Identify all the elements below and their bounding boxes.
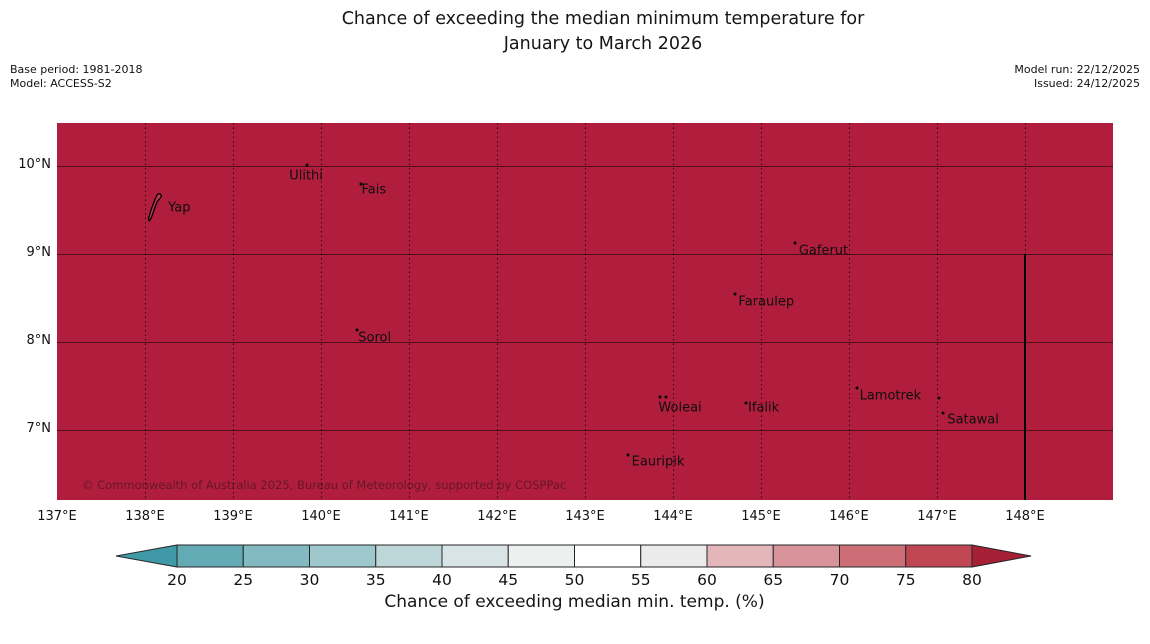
title-line-2: January to March 2026 (503, 34, 703, 54)
x-tick-label: 143°E (565, 509, 605, 524)
meridian-gridline (585, 123, 586, 500)
colorbar-tick-label: 25 (233, 571, 254, 589)
yap-island-outline (147, 192, 162, 221)
meridian-gridline (937, 123, 938, 500)
colorbar-segment (772, 544, 840, 568)
colorbar-tick-label: 60 (697, 571, 717, 589)
colorbar-tick-label: 40 (432, 571, 452, 589)
colorbar-segment (574, 544, 642, 568)
colorbar-tick-label: 30 (299, 571, 320, 589)
x-tick-label: 141°E (389, 509, 429, 524)
place-label-sorol: Sorol (358, 330, 392, 346)
x-tick-label: 145°E (741, 509, 781, 524)
title-line-1: Chance of exceeding the median minimum t… (341, 9, 865, 29)
island-marker-dot (658, 395, 662, 399)
island-marker-dot (793, 241, 797, 245)
annotation-top-left: Base period: 1981-2018 Model: ACCESS-S2 (10, 63, 142, 90)
colorbar-under-arrow (115, 544, 178, 568)
colorbar-segment (242, 544, 310, 568)
issued-text: Issued: 24/12/2025 (1033, 76, 1140, 90)
place-label-yap: Yap (168, 200, 191, 216)
colorbar-segment (507, 544, 575, 568)
island-marker-dot (626, 453, 630, 457)
colorbar-tick-label: 55 (630, 571, 651, 589)
x-tick-label: 142°E (477, 509, 517, 524)
copyright-text: © Commonwealth of Australia 2025, Bureau… (82, 478, 567, 492)
colorbar-segment (839, 544, 907, 568)
meridian-gridline (1025, 123, 1026, 255)
map-canvas: © Commonwealth of Australia 2025, Bureau… (57, 123, 1113, 500)
chart-title: Chance of exceeding the median minimum t… (57, 7, 1149, 57)
y-tick-label: 8°N (26, 333, 52, 349)
y-tick-label: 10°N (18, 157, 51, 173)
island-marker-dot (744, 401, 748, 405)
island-marker-dot (355, 328, 359, 332)
place-label-satawal: Satawal (947, 412, 999, 428)
model-run-text: Model run: 22/12/2025 (1014, 63, 1140, 76)
place-label-eauripik: Eauripik (631, 454, 685, 470)
colorbar-tick-label: 50 (564, 571, 585, 589)
place-label-faraulep: Faraulep (738, 294, 795, 310)
x-tick-label: 148°E (1005, 509, 1045, 524)
place-label-fais: Fais (361, 182, 387, 198)
model-text: Model: ACCESS-S2 (10, 76, 112, 90)
colorbar-tick-label: 20 (167, 571, 187, 589)
island-marker-dot (305, 163, 309, 167)
island-marker-dot (664, 395, 668, 399)
island-marker-dot (941, 411, 945, 415)
colorbar-segment (640, 544, 708, 568)
meridian-gridline (409, 123, 410, 500)
x-tick-label: 144°E (653, 509, 693, 524)
colorbar-tick-label: 80 (962, 571, 982, 589)
place-label-lamotrek: Lamotrek (859, 388, 922, 404)
x-tick-label: 140°E (301, 509, 341, 524)
x-tick-label: 147°E (917, 509, 957, 524)
island-marker-dot (937, 396, 941, 400)
x-tick-label: 138°E (125, 509, 165, 524)
y-tick-label: 7°N (26, 421, 52, 437)
island-marker-dot (855, 386, 859, 390)
colorbar-label: Chance of exceeding median min. temp. (%… (384, 592, 765, 612)
y-tick-label: 9°N (26, 245, 52, 261)
annotation-top-right: Model run: 22/12/2025 Issued: 24/12/2025 (1014, 63, 1140, 90)
meridian-gridline (761, 123, 762, 500)
place-label-gaferut: Gaferut (798, 243, 849, 259)
colorbar-tick-label: 45 (498, 571, 519, 589)
x-tick-label: 139°E (213, 509, 253, 524)
meridian-gridline (849, 123, 850, 500)
colorbar-segment (176, 544, 244, 568)
island-marker-dot (733, 292, 737, 296)
colorbar-segment (309, 544, 377, 568)
x-tick-label: 137°E (37, 509, 77, 524)
colorbar-segment (905, 544, 973, 568)
place-label-woleai: Woleai (658, 400, 702, 416)
meridian-gridline (497, 123, 498, 500)
meridian-gridline (321, 123, 322, 500)
meridian-gridline (673, 123, 674, 500)
colorbar-tick-label: 70 (829, 571, 850, 589)
meridian-gridline (145, 123, 146, 500)
place-label-ifalik: Ifalik (748, 400, 780, 416)
x-tick-label: 146°E (829, 509, 869, 524)
colorbar-tick-label: 65 (763, 571, 784, 589)
island-marker-dot (359, 182, 363, 186)
colorbar-tick-label: 75 (895, 571, 916, 589)
colorbar-segment (375, 544, 443, 568)
place-label-ulithi: Ulithi (289, 168, 323, 184)
colorbar-segment (441, 544, 509, 568)
base-period-text: Base period: 1981-2018 (10, 63, 143, 76)
state-boundary-line (1024, 254, 1026, 500)
colorbar-over-arrow (971, 544, 1032, 568)
colorbar-segment (706, 544, 774, 568)
colorbar-tick-label: 35 (365, 571, 386, 589)
colorbar (115, 544, 1032, 568)
meridian-gridline (233, 123, 234, 500)
